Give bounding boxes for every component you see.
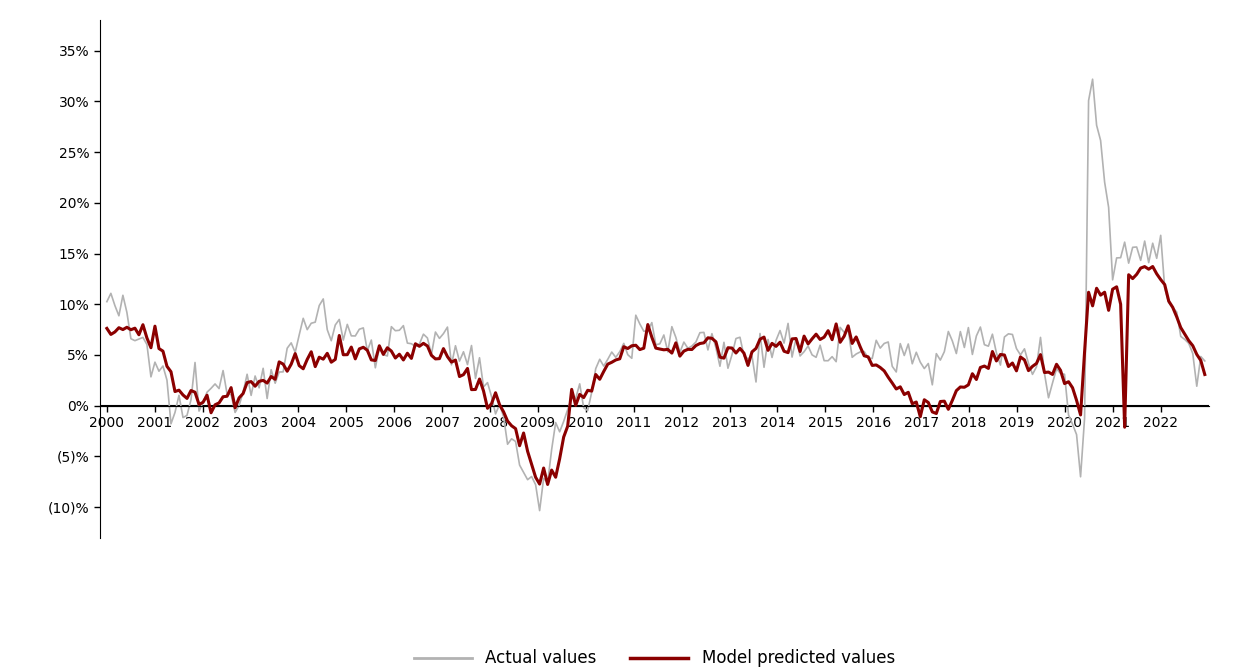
Legend: Actual values, Model predicted values: Actual values, Model predicted values [407, 643, 901, 672]
